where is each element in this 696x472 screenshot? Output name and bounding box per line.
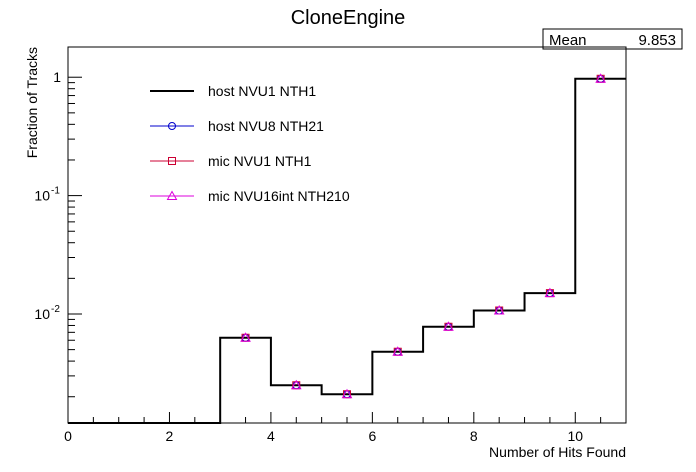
series-line-0 — [68, 77, 626, 424]
series-line-1 — [68, 78, 626, 424]
x-axis: 0 2 4 6 8 10 — [64, 412, 627, 444]
stats-mean-label: Mean — [549, 32, 587, 49]
x-axis-label: Number of Hits Found — [489, 444, 626, 460]
series-line-2 — [68, 78, 626, 424]
y-tick-label: 1 — [53, 69, 61, 85]
square-marker — [168, 157, 176, 165]
legend-label: host NVU8 NTH21 — [208, 118, 324, 134]
legend-label: mic NVU16int NTH210 — [208, 188, 350, 204]
x-tick-label: 10 — [567, 428, 583, 444]
triangle-marker — [595, 73, 606, 83]
x-tick-label: 6 — [368, 428, 376, 444]
triangle-marker — [341, 388, 353, 399]
y-axis: 110-110-2 — [34, 69, 82, 398]
y-tick-exponent: -2 — [51, 304, 60, 315]
legend-item: host NVU8 NTH21 — [150, 118, 324, 134]
plot-frame — [67, 46, 627, 424]
legend: host NVU1 NTH1 host NVU8 NTH21 mic NVU1 NT… — [150, 83, 350, 204]
triangle-marker — [493, 304, 505, 315]
series-line-3 — [68, 78, 626, 424]
legend-item: mic NVU16int NTH210 — [150, 188, 350, 204]
series-markers-3 — [240, 73, 606, 399]
legend-label: host NVU1 NTH1 — [208, 83, 316, 99]
series-layer — [68, 73, 626, 424]
triangle-marker — [166, 190, 178, 200]
legend-item: host NVU1 NTH1 — [150, 83, 316, 99]
triangle-marker — [443, 321, 454, 331]
x-tick-label: 8 — [470, 428, 478, 444]
triangle-marker — [290, 379, 302, 390]
chart-title: CloneEngine — [291, 7, 406, 29]
y-tick-label: 10 — [34, 306, 50, 322]
x-tick-label: 0 — [64, 428, 72, 444]
stats-box: Mean 9.853 — [542, 28, 683, 50]
y-axis-label: Fraction of Tracks — [24, 47, 40, 158]
y-tick-exponent: -1 — [51, 186, 60, 197]
stats-mean-value: 9.853 — [638, 32, 676, 49]
x-tick-label: 4 — [267, 428, 275, 444]
triangle-marker — [240, 332, 251, 342]
circle-marker — [168, 122, 176, 130]
x-tick-label: 2 — [166, 428, 174, 444]
legend-item: mic NVU1 NTH1 — [150, 153, 312, 169]
y-tick-label: 10 — [34, 188, 50, 204]
legend-label: mic NVU1 NTH1 — [208, 153, 312, 169]
triangle-marker — [392, 346, 404, 356]
triangle-marker — [544, 287, 556, 298]
